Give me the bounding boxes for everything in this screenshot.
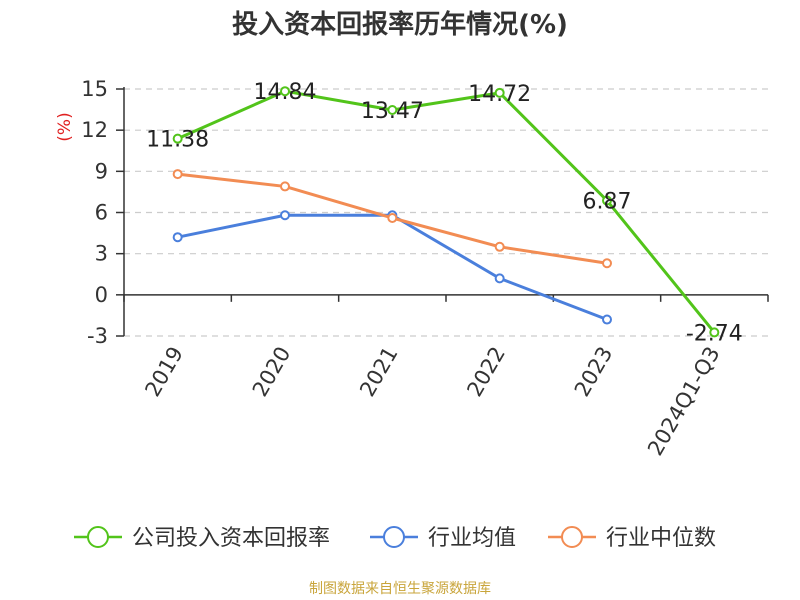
x-tick-label: 2023 [570,343,618,401]
data-label: 6.87 [583,190,632,215]
data-point [172,169,183,180]
legend-marker [87,526,109,548]
data-point [280,210,290,221]
data-point [172,133,183,144]
x-tick-label: 2024Q1-Q3 [643,343,725,460]
data-label: 13.47 [361,99,424,124]
data-point [172,232,183,243]
data-point [280,86,290,97]
legend-label: 行业均值 [428,526,516,551]
y-tick-label: -3 [87,324,108,348]
data-label: -2.74 [686,321,743,346]
x-tick-label: 2021 [355,343,403,401]
chart-title: 投入资本回报率历年情况(%) [232,10,568,40]
data-label: 14.84 [254,80,317,105]
data-point [602,258,612,269]
x-tick-label: 2020 [248,343,296,401]
data-point [494,241,505,252]
data-point [494,87,505,98]
y-axis-label: (%) [55,112,75,141]
x-tick-label: 2019 [140,343,188,401]
y-tick-label: 0 [95,283,108,307]
x-tick-label: 2022 [462,342,510,400]
series-line [177,213,608,321]
legend-marker [561,526,583,548]
data-point [602,314,612,325]
data-label: 11.38 [146,128,209,153]
data-point [387,212,398,223]
legend-label: 行业中位数 [606,526,716,551]
y-tick-label: 6 [95,201,108,225]
data-label: 14.72 [468,82,531,107]
y-tick-label: 9 [95,159,108,183]
y-tick-label: 12 [81,118,108,142]
y-tick-label: 15 [81,77,108,101]
data-point [494,273,505,284]
data-point [387,104,398,115]
data-point [602,195,612,206]
series-line [177,89,716,334]
legend-marker [383,526,405,548]
data-point [709,327,720,338]
source-note: 制图数据来自恒生聚源数据库 [309,581,491,597]
legend-label: 公司投入资本回报率 [132,526,330,551]
y-tick-label: 3 [95,242,108,266]
data-point [280,181,290,192]
